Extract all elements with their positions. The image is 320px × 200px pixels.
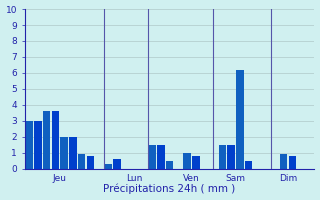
Bar bbox=[245, 161, 252, 169]
Bar bbox=[25, 121, 33, 169]
Bar bbox=[87, 156, 94, 169]
Bar bbox=[148, 145, 156, 169]
X-axis label: Précipitations 24h ( mm ): Précipitations 24h ( mm ) bbox=[103, 184, 236, 194]
Bar bbox=[69, 137, 77, 169]
Bar bbox=[166, 161, 173, 169]
Bar bbox=[157, 145, 164, 169]
Bar bbox=[78, 154, 85, 169]
Bar bbox=[192, 156, 200, 169]
Bar bbox=[113, 159, 121, 169]
Bar bbox=[60, 137, 68, 169]
Bar bbox=[34, 121, 42, 169]
Bar bbox=[289, 156, 296, 169]
Bar bbox=[43, 111, 50, 169]
Bar bbox=[183, 153, 191, 169]
Bar bbox=[219, 145, 226, 169]
Bar bbox=[227, 145, 235, 169]
Bar bbox=[52, 111, 59, 169]
Bar bbox=[280, 154, 287, 169]
Bar bbox=[236, 70, 244, 169]
Bar bbox=[104, 164, 112, 169]
